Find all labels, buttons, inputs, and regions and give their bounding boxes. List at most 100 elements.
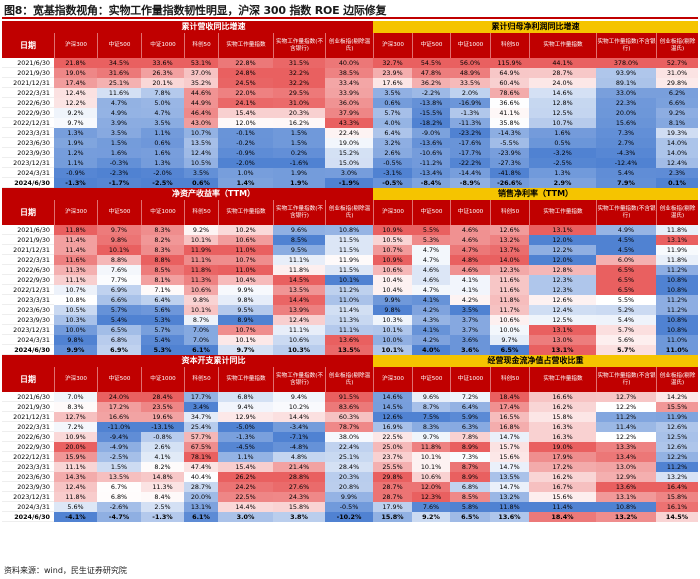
table-cell: 5.7% <box>141 325 184 335</box>
table-cell: 5.7% <box>97 305 141 315</box>
table-cell: 12.4% <box>54 88 97 98</box>
table-cell: 24.0% <box>529 78 596 88</box>
table-cell: 16.2% <box>529 472 596 482</box>
table-cell: 115.9% <box>490 58 529 68</box>
table-cell: 56.0% <box>450 58 490 68</box>
table-cell: 2.6% <box>141 442 184 452</box>
left-column-header: 科创50 <box>184 33 218 58</box>
table-cell: 4.7% <box>412 245 450 255</box>
table-cell: 31.0% <box>656 68 698 78</box>
table-cell: 13.1% <box>529 225 596 235</box>
table-cell: 21.4% <box>273 462 325 472</box>
right-column-header: 中证1000 <box>450 33 490 58</box>
table-cell: 9.7% <box>97 225 141 235</box>
table-cell: 22.8% <box>218 58 273 68</box>
section-left-title: 资本开支累计同比 <box>54 355 373 367</box>
table-cell: 10.7% <box>218 325 273 335</box>
table-cell: 8.8% <box>97 255 141 265</box>
table-cell: 7.5% <box>412 412 450 422</box>
table-cell: 11.5% <box>325 235 373 245</box>
table-cell: 34.5% <box>97 58 141 68</box>
row-date: 2023/6/30 <box>2 472 54 482</box>
table-cell: -2.2% <box>412 88 450 98</box>
table-cell: 25.1% <box>97 78 141 88</box>
table-cell: 7.1% <box>141 285 184 295</box>
table-row: 2021/6/30 11.8% 9.7% 8.3% 9.2% 10.2% 9.6% 10.8%… <box>2 225 698 235</box>
table-cell: 28.7% <box>184 482 218 492</box>
table-cell: -1.7% <box>97 178 141 188</box>
table-cell: 15.7% <box>490 442 529 452</box>
row-date: 2023/12/31 <box>2 158 54 168</box>
table-cell: -0.5% <box>373 158 412 168</box>
table-cell: 14.4% <box>273 295 325 305</box>
section-left-title: 净资产收益率（TTM） <box>54 188 373 200</box>
table-cell: 52.7% <box>656 58 698 68</box>
table-cell: 10.6% <box>184 285 218 295</box>
table-cell: 6.1% <box>184 512 218 522</box>
table-cell: 20.0% <box>596 108 656 118</box>
table-cell: 38.0% <box>325 432 373 442</box>
table-cell: 10.2% <box>273 402 325 412</box>
table-row: 2022/6/30 11.3% 7.6% 8.5% 11.8% 11.0% 11.8% 11.… <box>2 265 698 275</box>
table-cell: 1.9% <box>54 138 97 148</box>
table-cell: 11.1% <box>54 275 97 285</box>
table-cell: 15.5% <box>656 402 698 412</box>
table-cell: 12.4% <box>184 148 218 158</box>
table-cell: 10.5% <box>184 158 218 168</box>
table-cell: 53.1% <box>184 58 218 68</box>
table-cell: 14.3% <box>54 472 97 482</box>
table-cell: 16.9% <box>373 422 412 432</box>
table-cell: 12.9% <box>218 412 273 422</box>
table-cell: 7.0% <box>184 335 218 345</box>
table-cell: 11.1% <box>273 255 325 265</box>
table-cell: 9.4% <box>218 402 273 412</box>
table-cell: 13.5% <box>184 138 218 148</box>
right-column-header: 科创50 <box>490 367 529 392</box>
table-cell: 3.0% <box>218 512 273 522</box>
table-cell: 1.6% <box>529 128 596 138</box>
table-cell: 37.0% <box>184 68 218 78</box>
table-cell: 5.5% <box>596 295 656 305</box>
table-cell: 37.9% <box>325 108 373 118</box>
table-cell: 11.2% <box>656 462 698 472</box>
table-cell: 31.6% <box>97 68 141 78</box>
table-cell: 13.2% <box>490 235 529 245</box>
table-cell: 1.9% <box>273 178 325 188</box>
table-cell: 9.5% <box>273 245 325 255</box>
table-cell: 78.6% <box>490 88 529 98</box>
table-cell: 9.9% <box>218 285 273 295</box>
table-cell: 11.0% <box>656 335 698 345</box>
table-cell: 2.3% <box>656 168 698 178</box>
table-cell: -9.4% <box>97 432 141 442</box>
table-cell: 10.3% <box>373 315 412 325</box>
table-cell: 13.2% <box>656 472 698 482</box>
table-cell: -4.1% <box>54 512 97 522</box>
table-cell: 16.3% <box>529 432 596 442</box>
row-date: 2022/6/30 <box>2 265 54 275</box>
table-cell: 22.5% <box>218 492 273 502</box>
table-cell: 7.8% <box>141 88 184 98</box>
table-cell: 12.2% <box>656 452 698 462</box>
table-cell: -12.4% <box>596 158 656 168</box>
table-cell: -1.3% <box>450 108 490 118</box>
table-cell: 15.2% <box>325 148 373 158</box>
column-header-row: 日期 沪深300 中证500 中证1000 科创50 实物工作量指数 实物工作量指数(不含银… <box>2 33 698 58</box>
table-cell: -14.4% <box>450 168 490 178</box>
table-cell: 8.4% <box>141 492 184 502</box>
right-column-header: 实物工作量指数 <box>529 33 596 58</box>
table-cell: 11.4% <box>529 502 596 512</box>
table-cell: -13.8% <box>412 98 450 108</box>
table-cell: 24.5% <box>218 78 273 88</box>
row-date: 2024/6/30 <box>2 178 54 188</box>
table-cell: -2.5% <box>141 178 184 188</box>
table-row: 2021/9/30 11.4% 9.8% 8.2% 10.1% 10.6% 8.5% 11.5… <box>2 235 698 245</box>
table-cell: -11.2% <box>412 158 450 168</box>
table-cell: -2.5% <box>529 158 596 168</box>
table-cell: 3.7% <box>450 325 490 335</box>
table-cell: -2.6% <box>97 502 141 512</box>
table-cell: 10.0% <box>490 325 529 335</box>
table-cell: 14.0% <box>656 148 698 158</box>
table-cell: 9.5% <box>218 305 273 315</box>
table-cell: 5.8% <box>450 502 490 512</box>
table-cell: -2.0% <box>218 158 273 168</box>
